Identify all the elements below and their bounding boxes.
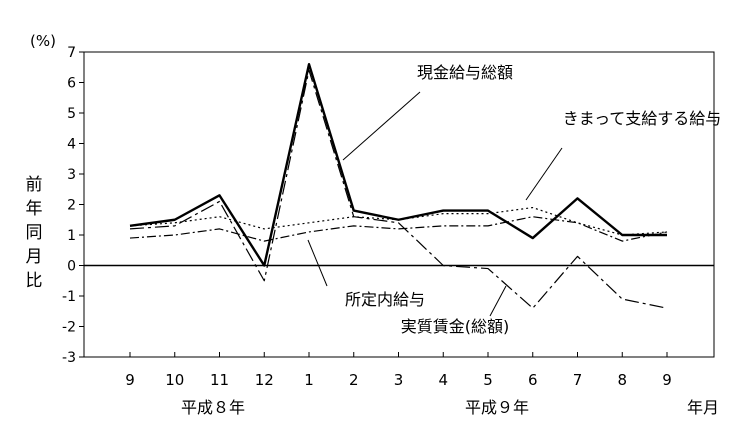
year-label-1: 平成８年 — [181, 398, 245, 417]
y-tick-label: 4 — [67, 137, 76, 153]
y-tick-label: 6 — [67, 76, 76, 92]
y-axis-title-char: 比 — [26, 271, 43, 291]
x-tick-label: 5 — [483, 371, 493, 389]
y-axis-title-char: 月 — [26, 247, 43, 267]
x-tick-label: 1 — [304, 371, 314, 389]
series-label-1: 現金給与総額 — [417, 63, 513, 82]
x-tick-label: 11 — [210, 371, 229, 389]
year-label-2: 平成９年 — [465, 398, 529, 417]
annotation-leader-line — [307, 239, 328, 287]
y-tick-label: 0 — [67, 259, 76, 275]
series-lines — [129, 62, 668, 309]
y-axis-title-char: 前 — [26, 175, 43, 195]
x-tick-label: 2 — [349, 371, 359, 389]
x-axis: 9 10 11 12 1 2 3 4 5 6 7 8 9 — [125, 352, 672, 389]
y-tick-label: -2 — [62, 320, 76, 336]
x-tick-label: 9 — [662, 371, 672, 389]
series-line-3 — [129, 216, 668, 242]
unit-label: (%) — [30, 32, 56, 50]
y-tick-label: 1 — [67, 228, 76, 244]
y-tick-label: 7 — [67, 45, 76, 61]
x-tick-label: 10 — [165, 371, 184, 389]
series-label-4: 実質賃金(総額) — [401, 317, 510, 336]
series-line-1 — [129, 62, 667, 267]
y-tick-label: -3 — [62, 350, 76, 366]
annotation-leader-line — [342, 91, 421, 161]
plot-frame — [83, 51, 715, 358]
series-line-4 — [129, 69, 668, 309]
y-tick-label: 5 — [67, 106, 76, 122]
x-tick-label: 4 — [438, 371, 448, 389]
plot-area-border — [83, 51, 715, 358]
annotation-leader-line — [489, 285, 507, 317]
y-axis: 7 6 5 4 3 2 1 0 -1 -2 -3 — [62, 45, 84, 366]
x-tick-label: 7 — [573, 371, 583, 389]
y-axis-title-char: 年 — [26, 199, 43, 219]
series-label-2: きまって支給する給与 — [563, 109, 722, 128]
x-tick-label: 9 — [125, 371, 135, 389]
annotation-leader-line — [525, 147, 563, 201]
series-line-2 — [129, 206, 668, 236]
x-axis-title: 年月 — [687, 398, 719, 417]
x-tick-label: 12 — [255, 371, 274, 389]
y-axis-title-char: 同 — [26, 223, 43, 243]
x-tick-label: 6 — [528, 371, 538, 389]
y-tick-label: 2 — [67, 198, 76, 214]
y-tick-label: -1 — [62, 289, 76, 305]
x-tick-label: 3 — [394, 371, 404, 389]
x-tick-label: 8 — [617, 371, 627, 389]
series-label-3: 所定内給与 — [345, 290, 425, 309]
y-tick-label: 3 — [67, 167, 76, 183]
